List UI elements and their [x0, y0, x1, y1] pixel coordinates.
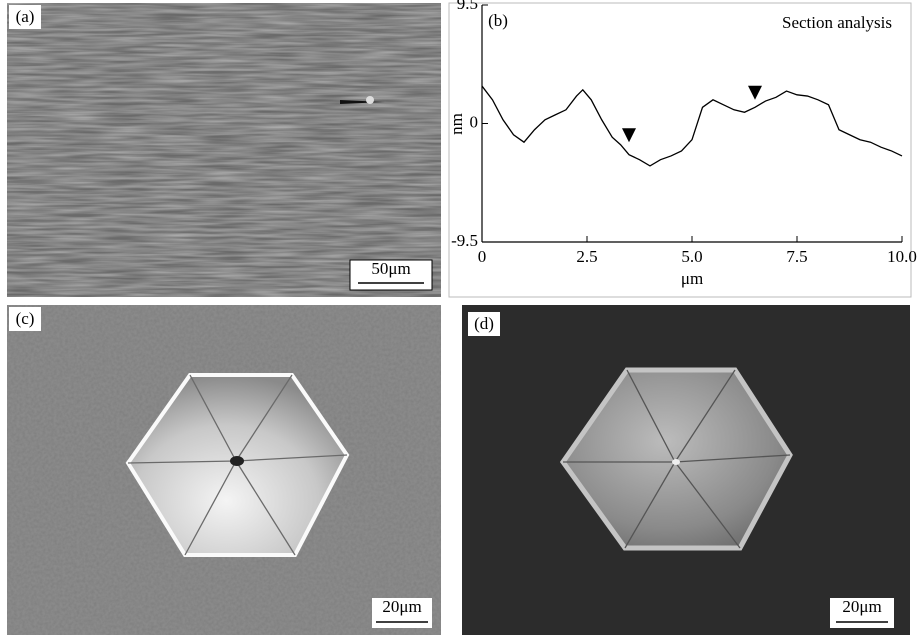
x-tick-label: 2.5 [576, 247, 597, 266]
y-tick-label: -9.5 [451, 231, 478, 250]
panel-label: (d) [474, 314, 494, 333]
panel-label: (b) [488, 11, 508, 30]
figure: (a) 50μm (b) Section analysis μm nm -9.5… [0, 0, 917, 638]
scale-label: 20μm [382, 597, 421, 616]
panel-frame [449, 3, 911, 297]
chart-title: Section analysis [782, 13, 892, 32]
y-tick-label: 0 [470, 112, 479, 131]
y-tick-label: 9.5 [457, 0, 478, 13]
panel-a: (a) 50μm [7, 3, 441, 297]
x-tick-label: 0 [478, 247, 487, 266]
panel-label: (a) [16, 7, 35, 26]
x-tick-label: 10.0 [887, 247, 917, 266]
panel-c: (c) 20μm [7, 305, 441, 635]
x-axis-label: μm [681, 269, 703, 288]
scale-label: 50μm [371, 259, 410, 278]
panel-d: (d) 20μm [462, 305, 910, 635]
scale-label: 20μm [842, 597, 881, 616]
x-tick-label: 7.5 [786, 247, 807, 266]
x-tick-label: 5.0 [681, 247, 702, 266]
texture [7, 3, 441, 297]
y-axis-label: nm [447, 113, 466, 135]
panel-label: (c) [16, 309, 35, 328]
